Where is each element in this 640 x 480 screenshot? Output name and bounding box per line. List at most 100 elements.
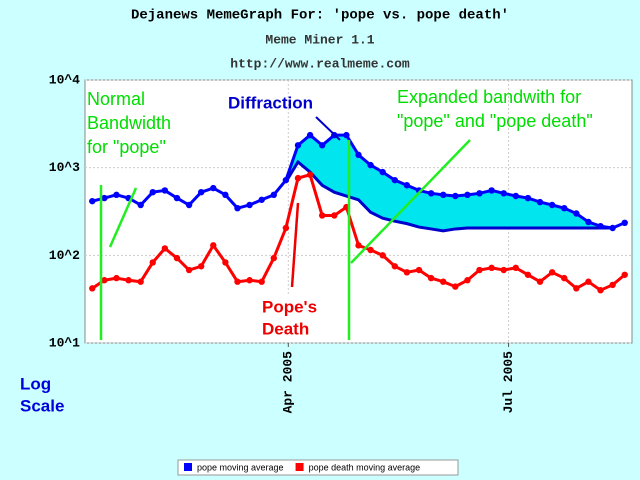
annotation: Bandwidth — [87, 113, 171, 133]
data-point — [185, 201, 193, 209]
chart-title: Dejanews MemeGraph For: 'pope vs. pope d… — [131, 8, 509, 24]
data-point — [137, 201, 144, 209]
data-point — [258, 196, 265, 203]
data-point — [294, 142, 302, 149]
data-point — [452, 192, 459, 200]
data-point — [464, 191, 471, 199]
data-point — [270, 254, 277, 262]
data-point — [258, 278, 265, 285]
data-point — [161, 245, 169, 252]
y-tick-label: 10^2 — [49, 248, 80, 263]
data-point — [294, 174, 302, 182]
data-point — [452, 283, 459, 290]
x-tick-label: Apr 2005 — [281, 351, 296, 414]
fill-band — [285, 135, 613, 231]
data-point — [113, 274, 120, 282]
data-point — [403, 182, 411, 189]
data-point — [500, 266, 507, 274]
data-point — [282, 224, 290, 232]
band-lower-line — [284, 159, 613, 233]
annotation: Expanded bandwith for — [397, 87, 581, 107]
annotation: Diffraction — [228, 93, 313, 112]
annotation-line — [108, 187, 138, 248]
data-point — [379, 168, 386, 176]
legend-swatch — [184, 463, 192, 471]
data-point — [524, 194, 532, 202]
data-point — [149, 188, 156, 196]
data-point — [246, 277, 253, 284]
data-point — [234, 204, 241, 212]
annotation-background — [256, 296, 322, 342]
x-tick-label: Jul 2005 — [501, 351, 516, 414]
data-point — [367, 246, 374, 254]
url: http://www.realmeme.com — [230, 56, 410, 71]
data-point — [403, 269, 411, 276]
data-point — [585, 218, 592, 226]
data-point — [101, 277, 108, 284]
data-point — [536, 198, 544, 206]
data-point — [101, 194, 108, 202]
data-point — [512, 264, 520, 272]
data-point — [125, 277, 132, 284]
data-point — [415, 266, 423, 274]
data-point — [318, 212, 326, 219]
data-point — [161, 187, 169, 194]
data-point — [306, 171, 314, 178]
data-point — [524, 271, 532, 278]
data-point — [440, 191, 447, 199]
data-point — [536, 278, 544, 285]
annotation: "pope" and "pope death" — [397, 111, 593, 131]
legend — [177, 459, 459, 476]
y-tick-label: 10^4 — [49, 72, 80, 87]
data-point — [379, 252, 386, 259]
data-point — [355, 151, 362, 159]
data-point — [197, 263, 205, 270]
y-tick-label: 10^3 — [49, 160, 80, 175]
annotation: Normal — [87, 89, 145, 109]
data-point — [137, 278, 144, 285]
data-point — [270, 191, 277, 199]
data-point — [512, 192, 520, 200]
data-point — [561, 204, 568, 212]
data-point — [173, 254, 181, 262]
y-axis-label: Log — [20, 374, 51, 393]
data-point — [306, 131, 314, 139]
data-point — [246, 201, 253, 209]
annotation: Pope's — [262, 297, 317, 316]
y-tick-label: 10^1 — [49, 335, 80, 350]
annotation-line — [290, 202, 300, 288]
data-point — [476, 190, 483, 197]
data-point — [391, 263, 399, 270]
data-point — [222, 191, 229, 199]
legend-label: pope death moving average — [309, 462, 421, 472]
annotation-line — [350, 139, 471, 264]
data-point — [355, 242, 362, 249]
data-point — [185, 266, 193, 274]
data-point — [173, 194, 181, 202]
annotation: for "pope" — [87, 137, 166, 157]
data-point — [331, 212, 338, 219]
data-point — [113, 191, 120, 199]
data-point — [222, 259, 229, 266]
data-point — [621, 271, 628, 278]
data-point — [367, 161, 374, 169]
data-point — [89, 285, 96, 292]
legend-swatch — [295, 463, 304, 471]
annotation-line — [315, 116, 341, 141]
data-point — [488, 187, 495, 194]
data-point — [548, 201, 556, 209]
data-point — [89, 197, 96, 205]
data-point — [548, 269, 556, 276]
data-point — [318, 142, 326, 149]
data-point — [210, 184, 217, 192]
data-point — [427, 190, 435, 197]
data-point — [197, 188, 205, 196]
annotations: Normal Bandwidth for "pope" Diffraction Expa… — [87, 87, 593, 342]
legend-label: pope moving average — [197, 462, 284, 472]
data-point — [282, 176, 290, 184]
data-point — [597, 287, 604, 294]
data-point — [609, 224, 616, 232]
data-point — [210, 242, 217, 249]
annotation: Death — [262, 319, 309, 338]
